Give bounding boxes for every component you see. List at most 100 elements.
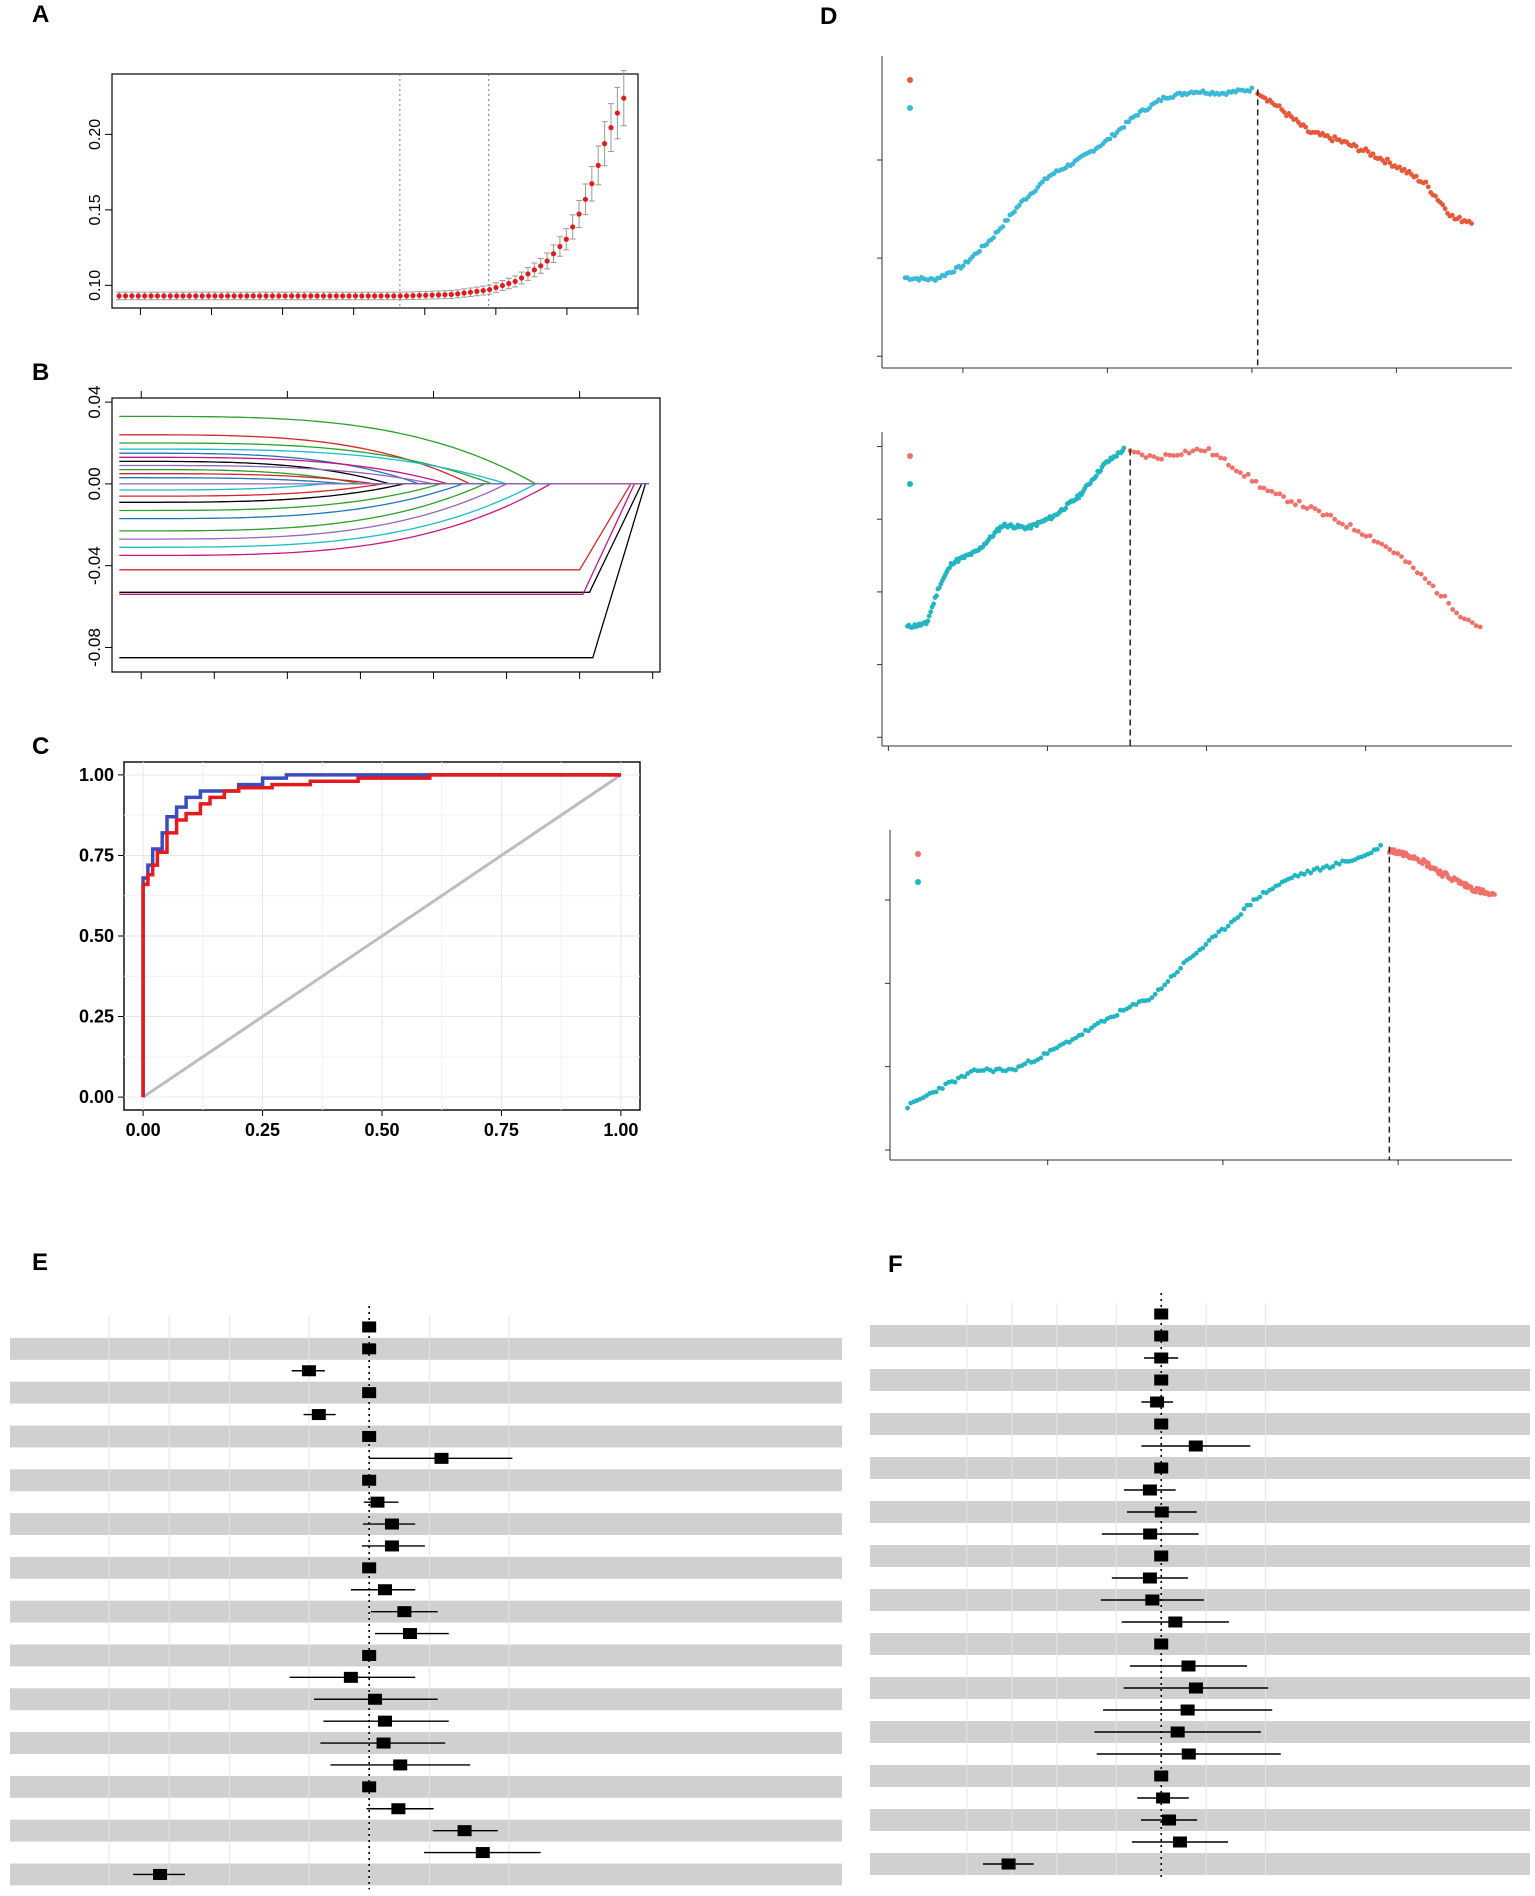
point-low xyxy=(1005,217,1010,223)
point-high xyxy=(1422,576,1428,582)
coef-path xyxy=(119,460,649,485)
hr-estimate xyxy=(1188,1440,1203,1452)
point-low xyxy=(1033,188,1038,194)
mse-point xyxy=(308,293,314,299)
point-high xyxy=(1202,448,1208,454)
point-low xyxy=(1038,1055,1044,1061)
point-high xyxy=(1363,533,1369,539)
point-low xyxy=(1203,942,1209,947)
point-low xyxy=(1308,870,1314,876)
point-low xyxy=(1238,912,1244,917)
hr-estimate xyxy=(378,1584,393,1596)
point-high xyxy=(1449,212,1455,218)
point-high xyxy=(1194,446,1200,452)
mse-point xyxy=(340,293,346,299)
point-low xyxy=(1206,938,1212,943)
point-high xyxy=(1329,138,1335,144)
mse-point xyxy=(423,292,429,298)
mse-point xyxy=(161,293,167,299)
mse-point xyxy=(384,293,391,299)
point-low xyxy=(1302,871,1307,877)
mse-point xyxy=(148,293,154,299)
point-low xyxy=(1013,1067,1018,1073)
mse-point xyxy=(365,293,371,299)
point-high xyxy=(1348,522,1353,527)
coef-path xyxy=(119,456,649,485)
mse-point xyxy=(301,293,307,299)
point-low xyxy=(1040,179,1045,185)
panel-label-c: C xyxy=(32,733,49,760)
point-low xyxy=(951,269,957,275)
point-high xyxy=(1492,892,1497,897)
mse-point xyxy=(314,293,320,299)
mse-point xyxy=(154,293,161,299)
point-high xyxy=(1281,494,1286,499)
mse-point xyxy=(225,293,231,299)
point-high xyxy=(1371,538,1377,544)
coef-path xyxy=(119,434,649,485)
point-low xyxy=(996,528,1002,534)
x-tick-label: 0.50 xyxy=(364,1120,399,1140)
point-high xyxy=(1395,551,1400,556)
mse-point xyxy=(435,292,442,298)
hr-estimate xyxy=(370,1496,385,1508)
point-high xyxy=(1304,506,1310,511)
mse-point xyxy=(467,289,474,295)
panel-b-coef-paths: -0.08 -0.04 0.00 0.04 xyxy=(85,386,661,679)
point-low xyxy=(1093,473,1099,479)
mse-point xyxy=(621,95,627,101)
mse-point xyxy=(205,293,212,299)
mse-point xyxy=(442,292,448,298)
point-high xyxy=(1167,452,1172,458)
point-high xyxy=(1466,617,1471,623)
point-low xyxy=(1000,224,1006,230)
point-low xyxy=(1330,864,1336,869)
point-low xyxy=(925,618,931,624)
point-low xyxy=(1194,950,1199,956)
point-low xyxy=(1086,1028,1091,1034)
mse-point xyxy=(212,293,218,299)
mse-point xyxy=(167,293,173,299)
plot-frame xyxy=(111,397,661,673)
coef-path xyxy=(119,477,649,485)
row-band xyxy=(870,1853,1530,1875)
point-high xyxy=(1276,103,1282,108)
point-low xyxy=(1149,995,1155,1000)
point-high xyxy=(1155,456,1161,461)
mse-point xyxy=(199,293,205,299)
hr-estimate xyxy=(376,1737,391,1749)
hr-estimate xyxy=(1150,1396,1165,1408)
coef-path xyxy=(119,483,649,557)
point-high xyxy=(1178,452,1184,458)
hr-estimate xyxy=(1142,1484,1157,1496)
point-high xyxy=(1414,570,1420,576)
point-high xyxy=(1222,456,1227,461)
point-low xyxy=(1248,902,1253,908)
point-low xyxy=(1147,105,1152,111)
point-high xyxy=(1383,544,1389,549)
mse-point xyxy=(493,284,499,291)
mse-point xyxy=(487,286,493,293)
x-tick-label: 0.00 xyxy=(126,1120,161,1140)
hr-estimate xyxy=(1170,1726,1185,1738)
legend-key-low xyxy=(907,481,913,487)
mse-point xyxy=(352,293,359,299)
mse-point xyxy=(135,293,141,299)
point-high xyxy=(1171,453,1176,458)
panel-label-e: E xyxy=(32,1249,48,1276)
roc-curve-1se xyxy=(141,773,621,1098)
x-tick-label: 0.75 xyxy=(484,1120,519,1140)
point-high xyxy=(1367,533,1373,539)
point-high xyxy=(1359,532,1365,537)
point-high xyxy=(1418,571,1424,577)
panel-label-f: F xyxy=(888,1251,903,1278)
hr-estimate xyxy=(1156,1792,1171,1804)
point-high xyxy=(1454,610,1459,616)
hr-estimate xyxy=(153,1868,168,1880)
hr-estimate xyxy=(1180,1704,1195,1716)
point-high xyxy=(1253,478,1259,484)
mse-point xyxy=(288,293,295,299)
row-band xyxy=(870,1457,1530,1479)
point-high xyxy=(1198,448,1204,453)
mse-point xyxy=(282,293,288,299)
